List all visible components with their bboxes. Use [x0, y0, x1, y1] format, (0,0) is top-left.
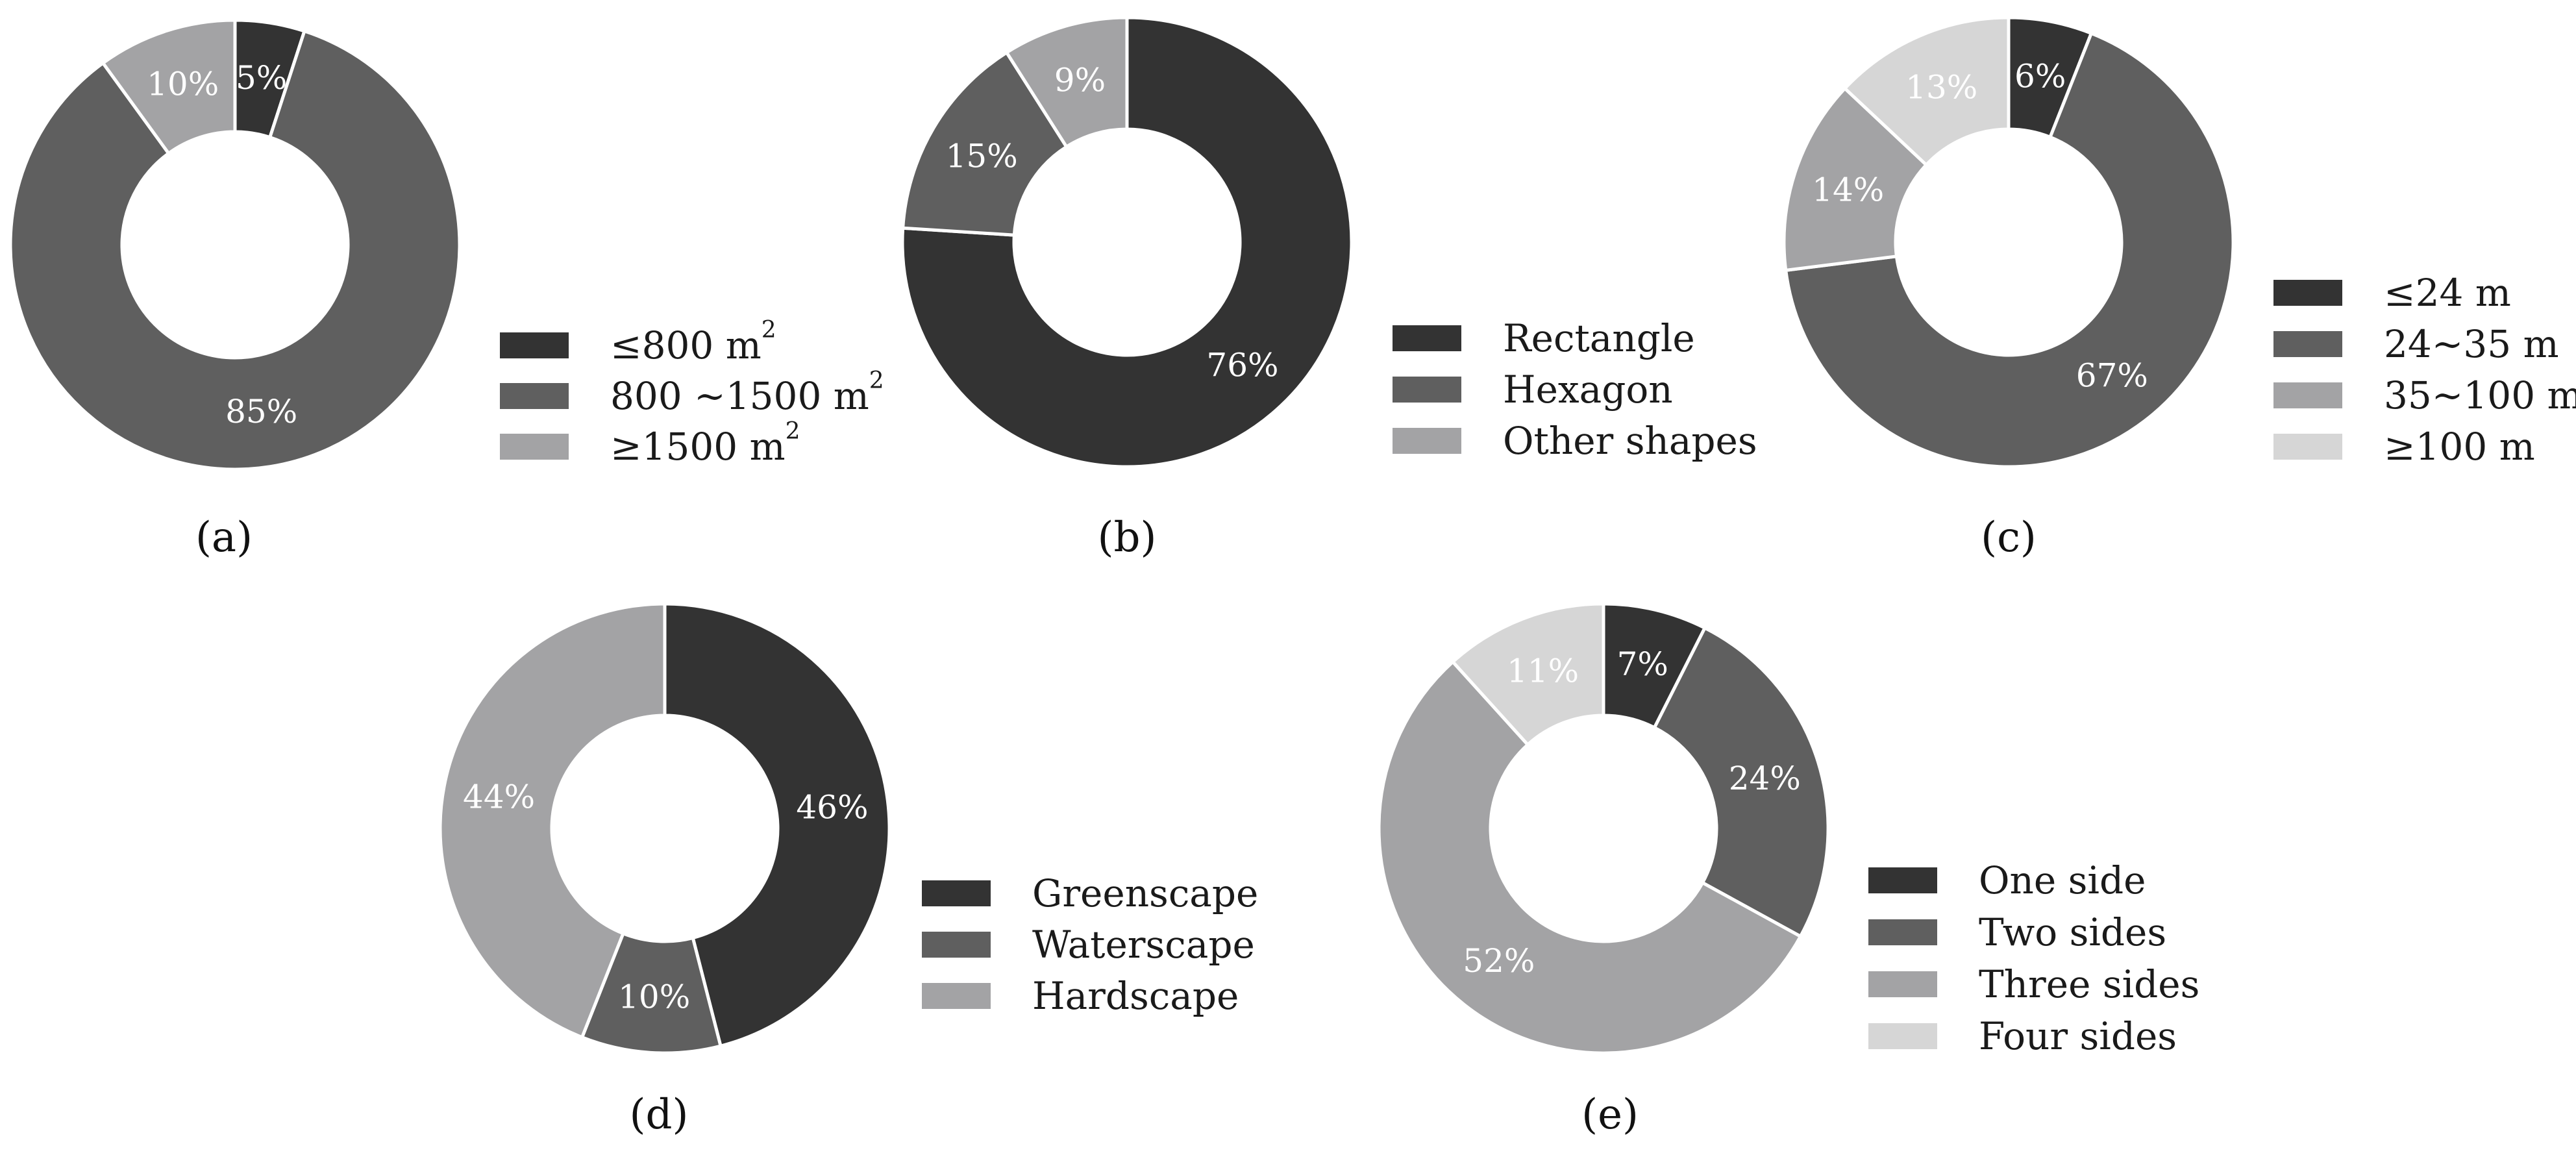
donut-1-slice-2-label: 85%: [225, 393, 297, 430]
donut-3-slice-4: [1842, 16, 2011, 168]
donut-4-slice-1-label: 46%: [796, 788, 868, 826]
donut-3-slice-3: [1782, 86, 1929, 273]
donut-1-slice-1-label: 5%: [236, 59, 287, 97]
legend-2-swatch-3: [1393, 428, 1461, 454]
legend-1-swatch-3: [500, 434, 569, 460]
legend-5-label-3-text: Three sides: [1979, 962, 2199, 1006]
legend-4-swatch-2: [922, 932, 991, 958]
donut-2-slice-2: [901, 50, 1069, 237]
legend-5-swatch-2: [1868, 919, 1937, 945]
donut-4-slice-3-label: 44%: [463, 778, 535, 815]
legend-3-label-2: 24~35 m: [2384, 322, 2559, 366]
legend-5-label-1: One side: [1979, 858, 2146, 902]
donut-2-slice-3: [1004, 16, 1129, 149]
legend-1-label-3-text: ≥1500 m: [610, 425, 786, 469]
legend-1-label-2-superscript: 2: [869, 367, 884, 394]
legend-2-label-1-text: Rectangle: [1503, 316, 1695, 360]
legend-4-label-3-text: Hardscape: [1032, 974, 1239, 1018]
legend-5-label-2-text: Two sides: [1979, 910, 2166, 954]
legend-4-label-1: Greenscape: [1032, 871, 1258, 915]
legend-2-swatch-1: [1393, 325, 1461, 351]
legend-1-label-2-text: 800 ~1500 m: [610, 374, 869, 418]
donut-5-slice-1-label: 7%: [1617, 645, 1668, 683]
legend-3-label-4: ≥100 m: [2384, 425, 2535, 469]
donut-3-slice-2: [1783, 31, 2235, 469]
panel-label-1: (a): [195, 514, 253, 562]
legend-3-label-3-text: 35~100 m: [2384, 373, 2576, 417]
legend-1-swatch-2: [500, 383, 569, 409]
legend-4-label-3: Hardscape: [1032, 974, 1239, 1018]
legend-1-label-2: 800 ~1500 m2: [610, 367, 884, 419]
legend-2-label-2-text: Hexagon: [1503, 367, 1673, 412]
legend-1-label-1: ≤800 m2: [610, 317, 776, 368]
legend-4-swatch-1: [922, 880, 991, 906]
legend-1-label-3: ≥1500 m2: [610, 418, 800, 469]
donut-3-slice-3-label: 14%: [1812, 171, 1884, 209]
legend-5-swatch-4: [1868, 1023, 1937, 1049]
panel-label-2: (b): [1098, 514, 1157, 562]
donut-chart-4: 46% 10% 44% Greenscape Waterscape Hardscape (d…: [438, 602, 1258, 1139]
donut-4-slice-2-label: 10%: [618, 978, 690, 1015]
legend-2-label-3-text: Other shapes: [1503, 419, 1757, 463]
donut-chart-3: 6% 67% 14% 13% ≤24 m 24~35 m 35~100 m ≥100 m (c): [1782, 16, 2576, 562]
legend-4-swatch-3: [922, 983, 991, 1009]
legend-3-swatch-4: [2273, 434, 2342, 460]
donut-3-slice-1-label: 6%: [2014, 58, 2066, 95]
legend-3-label-2-text: 24~35 m: [2384, 322, 2559, 366]
panel-label-4: (d): [630, 1091, 689, 1139]
donut-5-slice-3: [1377, 659, 1803, 1055]
legend-4-label-2-text: Waterscape: [1032, 923, 1255, 967]
legend-2-label-2: Hexagon: [1503, 367, 1673, 412]
panel-label-5: (e): [1581, 1091, 1639, 1139]
legend-1-label-1-superscript: 2: [762, 317, 776, 343]
legend-5-label-1-text: One side: [1979, 858, 2146, 902]
legend-3-label-3: 35~100 m: [2384, 373, 2576, 417]
panel-label-3: (c): [1981, 514, 2037, 562]
legend-1-label-1-text: ≤800 m: [610, 323, 762, 367]
legend-5-label-4-text: Four sides: [1979, 1014, 2177, 1058]
legend-3-label-1: ≤24 m: [2384, 271, 2511, 315]
donut-3-slice-4-label: 13%: [1905, 68, 1977, 106]
legend-5-label-4: Four sides: [1979, 1014, 2177, 1058]
legend-4-label-1-text: Greenscape: [1032, 871, 1258, 915]
donut-5-slice-4-label: 11%: [1507, 652, 1579, 689]
donut-5-slice-4: [1450, 602, 1605, 747]
donut-1-slice-2: [8, 29, 462, 471]
legend-2-swatch-2: [1393, 377, 1461, 403]
donut-5-slice-3-label: 52%: [1463, 942, 1535, 980]
donut-1-slice-3: [101, 18, 237, 156]
legend-5-swatch-1: [1868, 867, 1937, 893]
donut-2-slice-2-label: 15%: [946, 138, 1018, 175]
donut-4-slice-3: [438, 602, 667, 1039]
donut-5-slice-2-label: 24%: [1729, 760, 1801, 797]
donut-chart-5: 7% 24% 52% 11% One side Two sides Three sides F…: [1377, 602, 2199, 1139]
legend-2-label-1: Rectangle: [1503, 316, 1695, 360]
donut-4-slice-2: [580, 931, 723, 1055]
legend-5-swatch-3: [1868, 971, 1937, 997]
legend-5-label-2: Two sides: [1979, 910, 2166, 954]
legend-2-label-3: Other shapes: [1503, 419, 1757, 463]
legend-1-label-3-superscript: 2: [786, 418, 800, 445]
donut-chart-2: 76% 15% 9% Rectangle Hexagon Other shapes (b): [900, 16, 1757, 562]
legend-3-swatch-2: [2273, 331, 2342, 357]
legend-3-swatch-1: [2273, 280, 2342, 306]
legend-4-label-2: Waterscape: [1032, 923, 1255, 967]
donut-2-slice-3-label: 9%: [1054, 61, 1106, 99]
legend-3-swatch-3: [2273, 382, 2342, 408]
donut-2-slice-1: [900, 16, 1354, 469]
legend-3-label-1-text: ≤24 m: [2384, 271, 2511, 315]
donut-3-slice-2-label: 67%: [2076, 356, 2148, 394]
donut-2-slice-1-label: 76%: [1206, 347, 1278, 384]
legend-1-swatch-1: [500, 332, 569, 358]
legend-3-label-4-text: ≥100 m: [2384, 425, 2535, 469]
donut-4-slice-1: [663, 602, 891, 1049]
donut-5-slice-2: [1652, 625, 1830, 939]
legend-5-label-3: Three sides: [1979, 962, 2199, 1006]
donut-1-slice-3-label: 10%: [147, 66, 219, 103]
